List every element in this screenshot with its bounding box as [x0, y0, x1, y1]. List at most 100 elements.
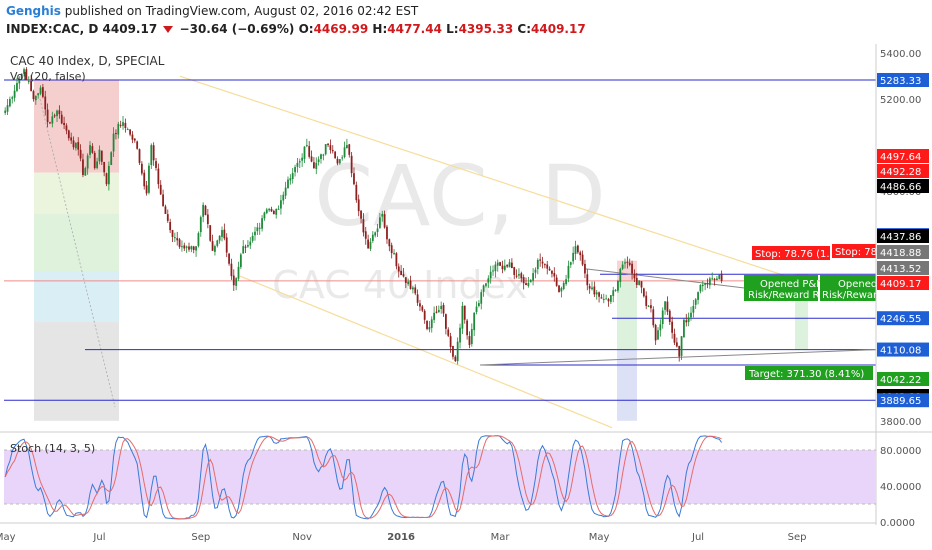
candle-body: [579, 252, 582, 256]
candle: [298, 158, 301, 169]
candle: [133, 138, 136, 143]
candle: [209, 225, 212, 242]
candle: [265, 207, 268, 215]
price-tag-2: 4497.64: [880, 152, 921, 163]
last-price: 4409.17: [102, 22, 158, 36]
candle: [708, 276, 711, 289]
candle-body: [110, 152, 113, 166]
candle-body: [70, 137, 73, 141]
candle-body: [454, 356, 457, 362]
candle: [136, 140, 139, 150]
candle-body: [338, 159, 341, 164]
stoch-tick-label: 80.0000: [880, 446, 921, 457]
candle-body: [487, 278, 490, 283]
resistance-trendline: [584, 268, 761, 291]
stoch-indicator-label[interactable]: Stoch (14, 3, 5): [10, 442, 96, 455]
candle-body: [605, 298, 608, 300]
candle: [386, 224, 388, 244]
candle-body: [713, 278, 716, 280]
candle-body: [666, 301, 669, 312]
price-tag-4: 4486.66: [880, 182, 921, 193]
candle: [473, 312, 476, 337]
candle-body: [369, 241, 372, 249]
candle: [362, 213, 365, 237]
candle: [692, 299, 695, 318]
candle: [41, 83, 44, 99]
volume-indicator-label[interactable]: Vol (20, false): [10, 70, 86, 83]
candle-body: [558, 285, 560, 293]
stoch-tick-label: 0.0000: [880, 518, 915, 529]
candle: [4, 107, 7, 115]
candle-body: [336, 158, 339, 164]
candle: [301, 153, 304, 167]
candle: [671, 316, 674, 339]
candle: [181, 240, 183, 252]
author-link[interactable]: Genghis: [6, 4, 61, 18]
candle: [706, 278, 709, 289]
candle-body: [522, 277, 525, 284]
price-tag-8: 4409.17: [880, 279, 921, 290]
candle: [675, 337, 678, 348]
candle: [183, 242, 186, 251]
candle-body: [640, 281, 643, 288]
price-tag-3-bg: [877, 164, 929, 178]
candle-body: [501, 265, 504, 270]
candle: [543, 263, 546, 269]
candle-body: [183, 245, 186, 249]
candle: [117, 121, 120, 139]
candle-body: [270, 208, 273, 212]
candle-body: [607, 299, 610, 302]
candle: [612, 286, 615, 303]
candle-body: [621, 264, 624, 269]
candle-body: [414, 287, 417, 294]
candle-body: [289, 178, 292, 181]
candle: [18, 76, 21, 90]
candle-body: [673, 333, 676, 343]
candle-body: [678, 345, 681, 357]
candle: [718, 274, 721, 280]
candle: [199, 215, 202, 237]
candle: [617, 279, 619, 293]
candle-body: [444, 314, 447, 329]
candle-body: [254, 231, 256, 236]
candle-body: [280, 200, 282, 209]
price-tag-11-bg: [877, 372, 929, 386]
low-value: 4395.33: [458, 22, 514, 36]
candle: [402, 267, 405, 278]
candle-body: [626, 261, 629, 263]
candle-body: [315, 162, 318, 169]
candle-body: [586, 274, 589, 286]
candle: [428, 320, 431, 333]
candle: [628, 258, 631, 267]
candle-body: [51, 116, 54, 124]
candle: [449, 332, 452, 353]
time-axis-label: Jul: [691, 532, 704, 543]
candle-body: [456, 341, 459, 362]
candle: [197, 231, 200, 248]
fib-zone-1: [34, 172, 119, 215]
candle-body: [617, 281, 619, 291]
candle-body: [11, 97, 14, 99]
candle-body: [320, 154, 322, 159]
candle: [470, 323, 473, 347]
candle: [367, 234, 370, 249]
candle-body: [197, 233, 200, 246]
candle-body: [407, 281, 410, 285]
candle-body: [553, 273, 556, 277]
candle-body: [683, 319, 685, 338]
candle-body: [13, 90, 16, 98]
candle: [678, 345, 681, 362]
candle-body: [263, 212, 266, 219]
candle-body: [598, 292, 600, 297]
candle-body: [190, 246, 193, 250]
candle: [218, 235, 221, 244]
candle: [548, 266, 551, 271]
candle-body: [18, 78, 21, 84]
candle: [598, 291, 600, 303]
fib-zone-7: [617, 349, 637, 421]
close-label: C:: [517, 22, 532, 36]
price-tag-9-bg: [877, 311, 929, 326]
candle: [584, 259, 586, 279]
candle-body: [265, 209, 268, 214]
candle: [320, 153, 322, 164]
